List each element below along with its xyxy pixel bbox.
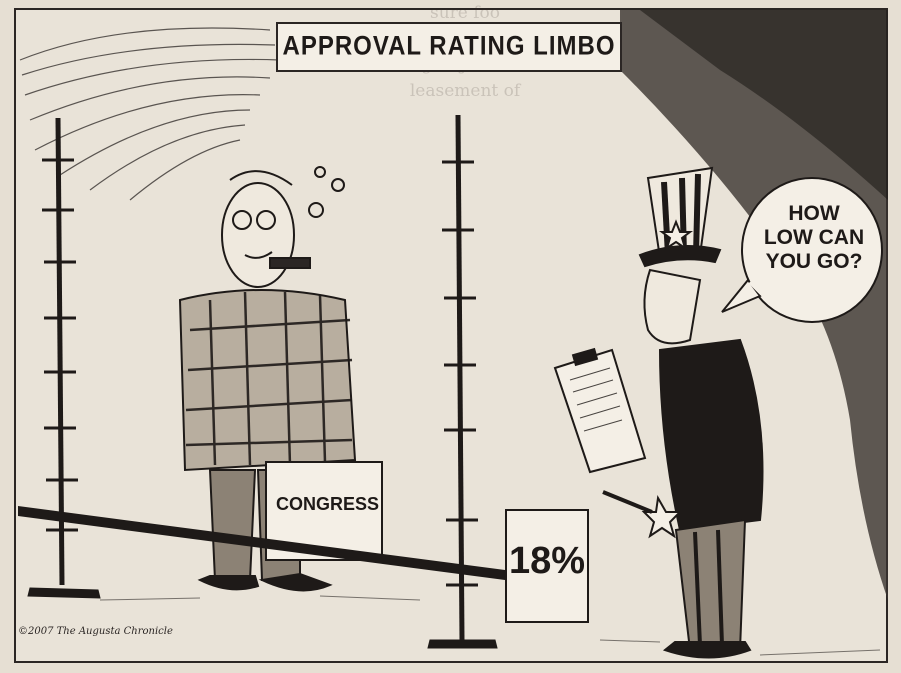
congress-sign-label: CONGRESS	[276, 494, 380, 514]
speech-bubble	[721, 177, 883, 323]
right-limbo-pole	[427, 114, 498, 649]
speech-line: HOW	[788, 202, 840, 225]
uncle-sam-figure	[602, 166, 764, 659]
percent-sign	[505, 509, 589, 623]
percent-sign-label: 18%	[508, 540, 586, 582]
speech-bubble-text: HOW LOW CAN YOU GO?	[758, 202, 870, 274]
show-through-line: leasement of	[409, 81, 521, 101]
sky-hatching-left	[19, 27, 281, 201]
congress-figure	[178, 166, 357, 592]
speech-line: LOW CAN	[763, 226, 865, 249]
limbo-bar	[18, 506, 505, 580]
speech-line: YOU GO?	[765, 250, 863, 273]
show-through-line: sure foo	[429, 3, 501, 23]
clipboard	[553, 347, 647, 474]
artist-signature: ©2007 The Augusta Chronicle	[18, 626, 173, 637]
left-limbo-pole	[27, 117, 101, 599]
cartoon-title: APPROVAL RATING LIMBO	[282, 31, 616, 62]
sky-shading-right	[620, 10, 888, 600]
cartoon-title-box: APPROVAL RATING LIMBO	[276, 22, 622, 72]
ground-lines	[99, 595, 881, 656]
